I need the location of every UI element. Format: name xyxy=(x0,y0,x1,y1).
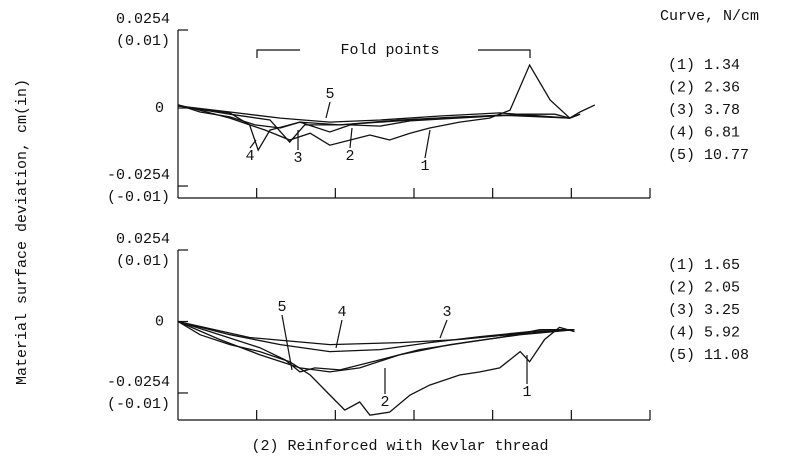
y-axis-label: Material surface deviation, cm(in) xyxy=(14,79,31,385)
curve-label: 5 xyxy=(277,299,286,316)
legend-title: Curve, N/cm xyxy=(660,8,759,25)
y-tick-label: 0 xyxy=(155,100,164,117)
legend-entry: (4) 6.81 xyxy=(668,124,740,141)
legend-entry: (3) 3.25 xyxy=(668,302,740,319)
caption: (2) Reinforced with Kevlar thread xyxy=(251,438,548,455)
curve xyxy=(177,105,581,123)
curve xyxy=(177,320,575,373)
fold-bracket xyxy=(256,49,531,58)
curve-label: 4 xyxy=(245,148,254,165)
legend-entry: (2) 2.05 xyxy=(668,279,740,296)
curve-label: 5 xyxy=(325,86,334,103)
curve xyxy=(177,63,596,146)
legend-entry: (1) 1.34 xyxy=(668,57,740,74)
curve xyxy=(177,320,575,353)
label-leader xyxy=(249,139,257,149)
curve-label: 3 xyxy=(293,150,302,167)
curve xyxy=(177,320,575,346)
y-tick-label: (0.01) xyxy=(116,33,170,50)
y-tick-label: (-0.01) xyxy=(107,396,170,413)
curve-label: 1 xyxy=(420,158,429,175)
legend-entry: (1) 1.65 xyxy=(668,257,740,274)
legend-entry: (5) 10.77 xyxy=(668,147,749,164)
curve-label: 4 xyxy=(337,304,346,321)
y-tick-label: -0.0254 xyxy=(107,167,170,184)
y-tick-label: 0 xyxy=(155,313,164,330)
annotation: Fold points xyxy=(340,42,439,59)
legend-entry: (5) 11.08 xyxy=(668,347,749,364)
y-tick-label: 0.0254 xyxy=(116,231,170,248)
legend-entry: (3) 3.78 xyxy=(668,102,740,119)
curve-label: 2 xyxy=(380,394,389,411)
label-leader xyxy=(335,319,343,349)
label-leader xyxy=(349,127,353,149)
curve-label: 1 xyxy=(522,384,531,401)
y-tick-label: 0.0254 xyxy=(116,11,170,28)
curve-label: 2 xyxy=(345,148,354,165)
label-leader xyxy=(325,101,331,119)
curve xyxy=(177,320,575,373)
curve-label: 3 xyxy=(442,304,451,321)
y-tick-label: (0.01) xyxy=(116,253,170,270)
y-tick-label: (-0.01) xyxy=(107,189,170,206)
legend-entry: (2) 2.36 xyxy=(668,79,740,96)
label-leader xyxy=(281,314,293,371)
y-tick-label: -0.0254 xyxy=(107,374,170,391)
label-leader xyxy=(439,319,448,339)
legend-entry: (4) 5.92 xyxy=(668,324,740,341)
curve xyxy=(177,105,581,152)
label-leader xyxy=(424,129,431,159)
